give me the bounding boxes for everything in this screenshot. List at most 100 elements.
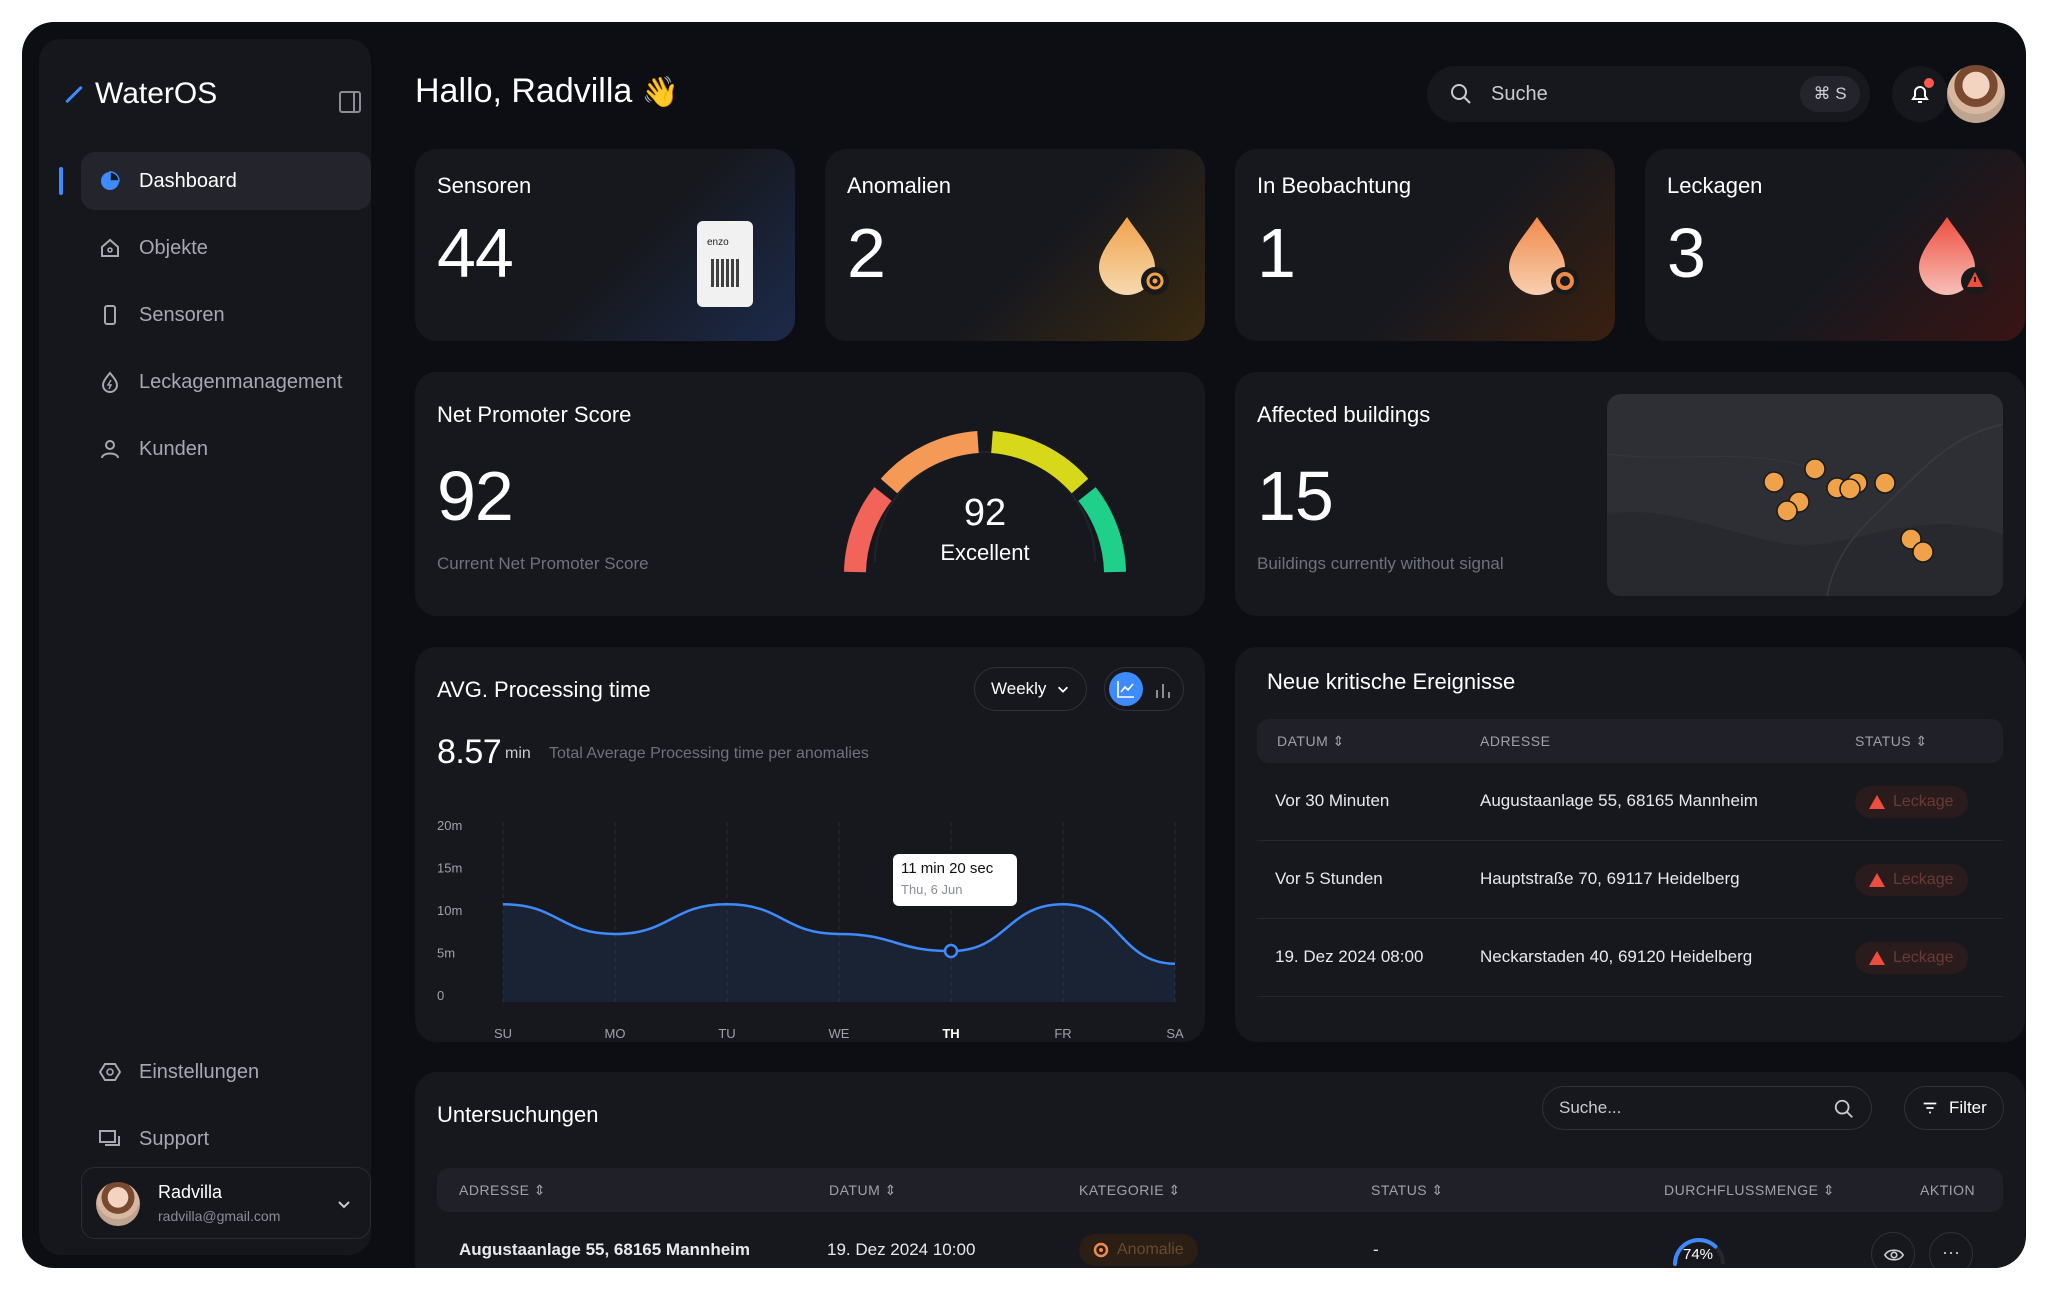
kpi-title: Sensoren: [437, 173, 532, 198]
kpi-card-sensoren: Sensoren 44 enzo: [415, 149, 795, 341]
investigation-address: Augustaanlage 55, 68165 Mannheim: [459, 1240, 750, 1259]
home-icon: [101, 238, 119, 257]
col-label: STATUS: [1855, 733, 1912, 749]
col-durchfluss[interactable]: DURCHFLUSSMENGE ⇕: [1664, 1182, 1836, 1198]
x-tick-label: MO: [605, 1026, 626, 1041]
chart-tooltip: 11 min 20 sec Thu, 6 Jun: [893, 854, 1017, 906]
y-tick-label: 0: [437, 988, 444, 1003]
sidebar-item-label: Leckagenmanagement: [139, 370, 343, 393]
highlighted-data-point[interactable]: [943, 943, 959, 959]
col-adresse[interactable]: ADRESSE ⇕: [459, 1182, 547, 1198]
bar-chart-icon[interactable]: [1153, 680, 1173, 700]
logo-icon: [65, 85, 83, 103]
collapse-sidebar-icon[interactable]: [339, 91, 361, 113]
event-address: Augustaanlage 55, 68165 Mannheim: [1480, 791, 1758, 810]
kpi-title: In Beobachtung: [1257, 173, 1412, 198]
processing-card: AVG. Processing time Weekly 8.57 min Tot…: [415, 647, 1205, 1042]
warning-icon: [1869, 795, 1885, 809]
header-avatar[interactable]: [1947, 65, 2005, 123]
sidebar-item-support[interactable]: Support: [81, 1110, 371, 1168]
processing-description: Total Average Processing time per anomal…: [549, 745, 869, 762]
global-search[interactable]: Suche ⌘ S: [1427, 66, 1870, 122]
y-tick-label: 10m: [437, 903, 462, 918]
filter-button[interactable]: Filter: [1904, 1086, 2004, 1130]
col-label: DATUM: [1277, 733, 1329, 749]
category-badge: Anomalie: [1079, 1234, 1198, 1266]
chevron-down-icon: [1058, 686, 1069, 693]
row-divider: [1257, 996, 2003, 997]
drop-icon: [101, 371, 119, 393]
sidebar-item-kunden[interactable]: Kunden: [81, 420, 371, 478]
avatar: [96, 1182, 140, 1226]
sensor-brand: enzo: [707, 237, 729, 248]
eye-icon: [1883, 1249, 1905, 1261]
map-graphic: [1607, 423, 2003, 596]
buildings-map[interactable]: [1607, 394, 2003, 596]
line-chart-button[interactable]: [1109, 672, 1143, 706]
category-label: Anomalie: [1117, 1241, 1184, 1258]
x-tick-label: TU: [718, 1026, 735, 1041]
col-status[interactable]: STATUS ⇕: [1371, 1182, 1444, 1198]
event-date: 19. Dez 2024 08:00: [1275, 947, 1424, 966]
status-badge: Leckage: [1855, 864, 1968, 896]
row-divider: [1257, 840, 2003, 841]
drop-observe-icon: [1509, 217, 1579, 295]
status-label: Leckage: [1893, 871, 1954, 888]
chevron-down-icon: [338, 1201, 350, 1209]
notifications-button[interactable]: [1892, 66, 1948, 122]
sidebar-item-objekte[interactable]: Objekte: [81, 219, 371, 277]
view-button[interactable]: [1871, 1232, 1915, 1268]
app-logo: WaterOS: [63, 77, 217, 111]
sidebar-item-sensoren[interactable]: Sensoren: [81, 286, 371, 344]
nps-gauge: [844, 431, 1126, 573]
nps-subtitle: Current Net Promoter Score: [437, 554, 649, 573]
settings-icon: [99, 1063, 121, 1081]
user-email: radvilla@gmail.com: [158, 1208, 281, 1224]
drop-leak-icon: [1919, 217, 1989, 295]
gauge-fill: [1673, 1238, 1718, 1266]
nps-value: 92: [437, 457, 514, 535]
sidebar-item-einstellungen[interactable]: Einstellungen: [81, 1043, 371, 1101]
bell-icon: [1911, 86, 1929, 103]
investigations-card: Untersuchungen Suche... Filter ADRESSE ⇕…: [415, 1072, 2025, 1268]
period-label: Weekly: [991, 679, 1047, 698]
processing-title: AVG. Processing time: [437, 677, 651, 702]
col-status[interactable]: STATUS ⇕: [1855, 733, 1928, 749]
period-select[interactable]: Weekly: [974, 667, 1088, 711]
col-kategorie[interactable]: KATEGORIE ⇕: [1079, 1182, 1181, 1198]
kpi-card-beobachtung: In Beobachtung 1: [1235, 149, 1615, 341]
more-actions-button[interactable]: ···: [1929, 1232, 1973, 1268]
sidebar-item-dashboard[interactable]: Dashboard: [81, 152, 371, 210]
sidebar-item-leckagenmanagement[interactable]: Leckagenmanagement: [81, 353, 371, 411]
processing-unit: min: [505, 745, 531, 762]
status-label: Leckage: [1893, 793, 1954, 810]
search-shortcut: ⌘ S: [1800, 76, 1860, 112]
greeting-text: Hallo, Radvilla: [415, 72, 633, 110]
kpi-title: Anomalien: [847, 173, 951, 198]
col-datum[interactable]: DATUM ⇕: [1277, 733, 1345, 749]
events-table-header: DATUM ⇕ ADRESSE STATUS ⇕: [1257, 719, 2003, 763]
y-tick-label: 5m: [437, 946, 455, 961]
buildings-title: Affected buildings: [1257, 402, 1431, 427]
app-name: WaterOS: [95, 77, 218, 110]
col-label: ADRESSE: [459, 1182, 530, 1198]
more-icon: ···: [1942, 1242, 1960, 1262]
user-icon: [101, 440, 119, 459]
warning-icon: [1869, 951, 1885, 965]
user-profile-card[interactable]: Radvilla radvilla@gmail.com: [81, 1167, 371, 1239]
investigations-search[interactable]: Suche...: [1542, 1086, 1872, 1130]
col-label: STATUS: [1371, 1182, 1428, 1198]
kpi-card-anomalien: Anomalien 2: [825, 149, 1205, 341]
warning-icon: [1869, 873, 1885, 887]
col-aktion: AKTION: [1920, 1182, 1976, 1198]
buildings-value: 15: [1257, 457, 1334, 535]
kpi-value: 1: [1257, 214, 1296, 292]
sidebar-item-label: Dashboard: [139, 169, 237, 192]
anomaly-icon: [1093, 1242, 1109, 1258]
x-tick-label: TH: [942, 1026, 959, 1041]
filter-label: Filter: [1949, 1098, 1987, 1117]
buildings-subtitle: Buildings currently without signal: [1257, 554, 1504, 573]
col-datum[interactable]: DATUM ⇕: [829, 1182, 897, 1198]
gauge-label: Excellent: [940, 540, 1030, 565]
device-icon: [104, 305, 116, 325]
